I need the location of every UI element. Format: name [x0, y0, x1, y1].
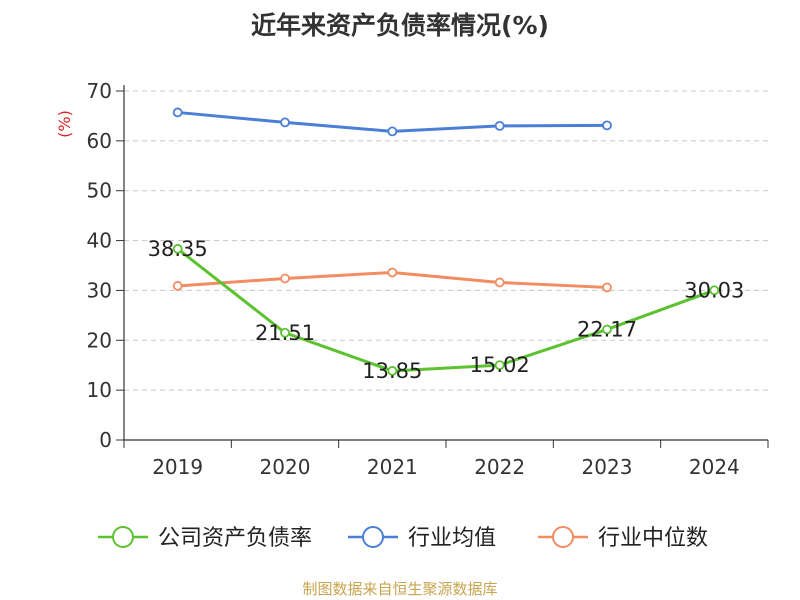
x-tick-label: 2023 — [582, 455, 633, 479]
legend: 公司资产负债率 行业均值 行业中位数 — [98, 526, 708, 551]
data-label: 30.03 — [684, 278, 744, 302]
data-point — [494, 277, 505, 288]
x-tick-label: 2024 — [689, 455, 740, 479]
data-label: 21.51 — [255, 321, 315, 345]
data-point — [172, 107, 183, 118]
y-tick-label: 70 — [87, 79, 112, 103]
axes: 0 10 20 30 40 50 60 70 2019 2020 2021 2022 2023 2024 (… — [55, 79, 769, 479]
y-tick-label: 60 — [87, 129, 112, 153]
data-point — [280, 273, 290, 284]
data-source-note: 制图数据来自恒生聚源数据库 — [302, 580, 498, 598]
data-point — [602, 120, 612, 131]
data-labels: 38.35 21.51 13.85 15.02 22.17 30.03 — [148, 237, 745, 383]
series-lines — [172, 107, 720, 376]
x-tick-label: 2022 — [474, 455, 525, 479]
y-tick-label: 0 — [99, 428, 112, 452]
y-tick-label: 20 — [87, 328, 112, 352]
data-point — [387, 366, 398, 376]
data-point — [602, 324, 612, 335]
y-axis-label: (%) — [55, 110, 74, 138]
chart-title: 近年来资产负债率情况(%) — [251, 11, 549, 40]
data-point — [494, 360, 505, 371]
data-point — [172, 281, 183, 291]
data-point — [280, 117, 290, 128]
data-label: 38.35 — [148, 237, 208, 261]
data-label: 22.17 — [577, 317, 637, 341]
y-tick-label: 10 — [87, 378, 112, 402]
data-point — [494, 121, 505, 131]
data-point — [602, 282, 612, 293]
legend-label: 公司资产负债率 — [158, 526, 312, 551]
legend-label: 行业均值 — [408, 526, 496, 551]
data-point — [387, 267, 398, 278]
legend-marker — [552, 526, 574, 548]
data-point — [387, 126, 398, 137]
data-point — [172, 243, 183, 254]
y-tick-label: 30 — [87, 278, 112, 302]
legend-marker — [362, 526, 384, 548]
data-point — [280, 327, 290, 338]
x-tick-label: 2020 — [260, 455, 311, 479]
legend-label: 行业中位数 — [598, 526, 708, 551]
y-tick-label: 50 — [87, 179, 112, 203]
data-point — [709, 285, 720, 296]
x-tick-label: 2021 — [367, 455, 418, 479]
x-tick-label: 2019 — [152, 455, 203, 479]
data-label: 15.02 — [470, 353, 530, 377]
data-label: 13.85 — [362, 359, 422, 383]
y-tick-label: 40 — [87, 229, 112, 253]
series-line — [176, 247, 715, 373]
gridlines — [124, 90, 768, 391]
legend-marker — [112, 526, 134, 548]
